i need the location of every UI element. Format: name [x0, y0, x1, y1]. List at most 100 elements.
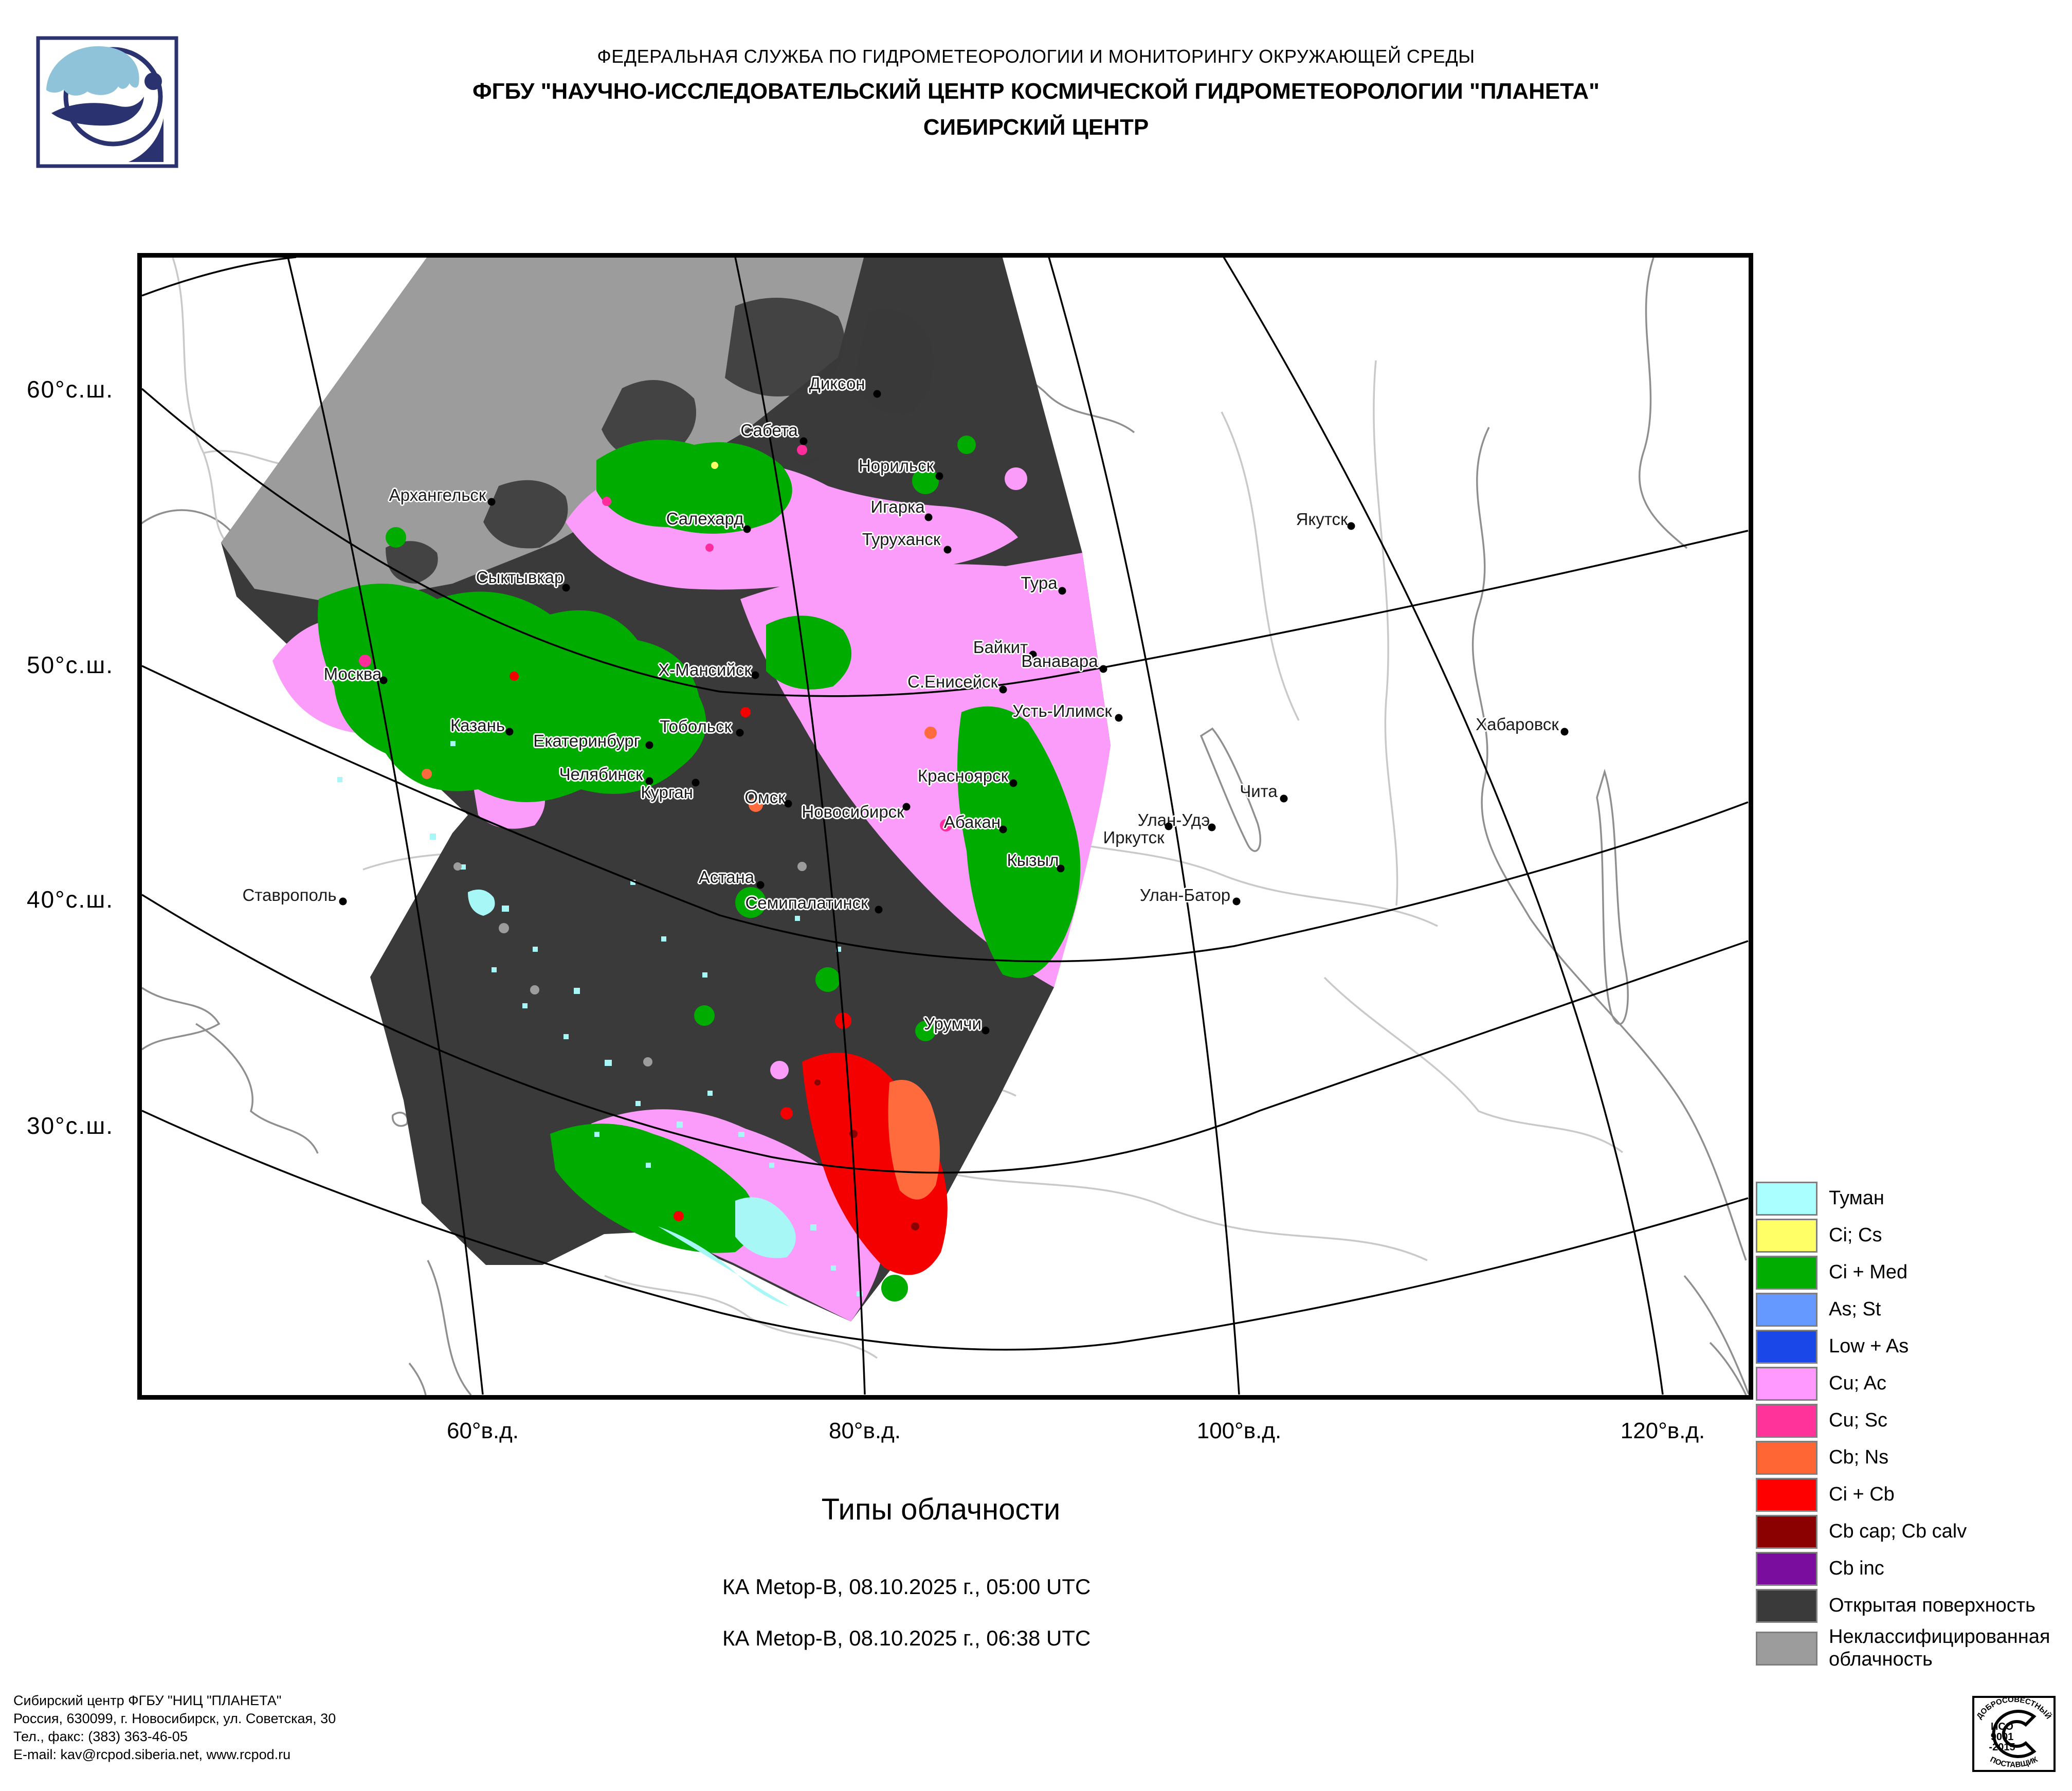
- gray-zone-texture: [386, 298, 933, 584]
- footer-email: E-mail: kav@rcpod.siberia.net, www.rcpod…: [13, 1747, 291, 1762]
- legend-label: Cb cap; Cb calv: [1829, 1521, 1967, 1543]
- header: ФЕДЕРАЛЬНАЯ СЛУЖБА ПО ГИДРОМЕТЕОРОЛОГИИ …: [0, 43, 2072, 144]
- legend-label: Cu; Sc: [1829, 1409, 1888, 1432]
- legend-label: Ci + Med: [1829, 1261, 1908, 1283]
- stamp-c-icon: [1992, 1710, 2037, 1758]
- city-dot: [935, 472, 943, 480]
- city-dot: [645, 777, 653, 785]
- map-frame: Диксон Сабета Норильск Архангельск Игарка Сал…: [137, 253, 1753, 1400]
- city-label: Иркутск: [1103, 828, 1165, 847]
- legend-row: Cb; Ns: [1756, 1441, 2061, 1475]
- legend-swatch: [1756, 1330, 1817, 1364]
- legend-row: Открытая поверхность: [1756, 1589, 2061, 1623]
- parallel-50: [142, 665, 1749, 963]
- city-dot: [924, 513, 933, 521]
- footer: Сибирский центр ФГБУ "НИЦ "ПЛАНЕТА" Росс…: [13, 1692, 336, 1764]
- lon-label-120: 120°в.д.: [1620, 1418, 1705, 1443]
- city-dot: [1347, 522, 1355, 530]
- meridian-60: [287, 258, 484, 1395]
- city-label: Москва: [323, 664, 382, 683]
- city-label: Сабета: [740, 421, 798, 440]
- city-dot: [1165, 822, 1173, 830]
- city-label: Х-Мансийск: [658, 660, 752, 679]
- corner-shape-icon: [129, 118, 163, 162]
- parallel-60: [142, 388, 1749, 697]
- legend-row: Cb cap; Cb calv: [1756, 1515, 2061, 1549]
- city-dot: [379, 676, 388, 684]
- city-dot: [505, 728, 514, 736]
- legend-label: Cb inc: [1829, 1558, 1884, 1580]
- wave-shape-icon: [51, 97, 144, 126]
- city-label: Тобольск: [660, 717, 732, 736]
- city-dot: [1115, 714, 1123, 722]
- gray-bits: [453, 862, 807, 1066]
- unclassified-region: [221, 258, 864, 604]
- meridian-100: [1048, 258, 1240, 1395]
- fog-patches: [337, 741, 863, 1307]
- legend-swatch: [1756, 1367, 1817, 1401]
- legend-row: Cu; Sc: [1756, 1404, 2061, 1438]
- city-dot: [875, 906, 883, 914]
- legend-label: As; St: [1829, 1298, 1881, 1320]
- lat-label-60: 60°с.ш.: [27, 376, 114, 403]
- city-label: Челябинск: [559, 765, 643, 784]
- lat-label-40: 40°с.ш.: [27, 886, 114, 913]
- satellite-pass-2: КА Metop-B, 08.10.2025 г., 06:38 UTC: [722, 1626, 1091, 1650]
- footer-org: Сибирский центр ФГБУ "НИЦ "ПЛАНЕТА": [13, 1693, 282, 1708]
- city-label: Якутск: [1296, 510, 1348, 529]
- legend-label: Открытая поверхность: [1829, 1595, 2035, 1617]
- city-label: Красноярск: [917, 766, 1009, 785]
- iso-stamp: ДОБРОСОВЕСТНЫЙ ИСО 9001 -2015 ПОСТАВЩИК: [1972, 1696, 2056, 1772]
- legend-label: Ci; Cs: [1829, 1224, 1882, 1246]
- city-label: Омск: [744, 788, 786, 807]
- city-label: Кызыл: [1007, 851, 1059, 870]
- city-dot: [1560, 728, 1569, 736]
- legend-swatch: [1756, 1182, 1817, 1216]
- legend-label: Неклассифицированная облачность: [1829, 1626, 2050, 1670]
- lat-label-50: 50°с.ш.: [27, 652, 114, 678]
- legend-swatch: [1756, 1515, 1817, 1549]
- ci-cs-cloud: [711, 462, 718, 469]
- city-label: Архангельск: [389, 485, 486, 504]
- header-center: СИБИРСКИЙ ЦЕНТР: [923, 114, 1149, 140]
- ci-med-clouds: [318, 436, 1081, 1301]
- city-dot: [487, 498, 496, 506]
- city-label: Урумчи: [924, 1014, 982, 1033]
- city-label: Семипалатинск: [745, 893, 868, 912]
- city-label: Абакан: [943, 812, 1001, 831]
- legend-row: Low + As: [1756, 1330, 2061, 1364]
- city-dot: [982, 1026, 990, 1035]
- city-label: Ванавара: [1021, 652, 1098, 671]
- city-dot: [1058, 587, 1066, 595]
- city-label: Тура: [1021, 573, 1058, 592]
- legend-row: Ci; Cs: [1756, 1219, 2061, 1253]
- lon-label-100: 100°в.д.: [1196, 1418, 1282, 1443]
- header-agency: ФЕДЕРАЛЬНАЯ СЛУЖБА ПО ГИДРОМЕТЕОРОЛОГИИ …: [597, 46, 1475, 67]
- city-label: Курган: [641, 783, 693, 802]
- legend-row: As; St: [1756, 1293, 2061, 1327]
- satellite-dot-icon: [144, 73, 162, 90]
- city-dot: [339, 897, 347, 906]
- city-dot: [736, 729, 744, 737]
- city-dot: [999, 825, 1007, 834]
- legend-label: Туман: [1829, 1187, 1884, 1209]
- lat-label-30: 30°с.ш.: [27, 1112, 114, 1139]
- legend-swatch: [1756, 1441, 1817, 1475]
- parallel-40: [142, 894, 1749, 1174]
- city-label: Хабаровск: [1476, 715, 1559, 734]
- city-dot: [1029, 650, 1037, 659]
- city-dot: [784, 800, 792, 808]
- cloud-shape-icon: [46, 46, 139, 96]
- legend-row: Ci + Cb: [1756, 1478, 2061, 1512]
- city-label: Чита: [1240, 782, 1278, 801]
- legend-swatch: [1756, 1293, 1817, 1327]
- cu-sc-clouds: [359, 445, 952, 831]
- legend-swatch: [1756, 1589, 1817, 1623]
- legend-swatch: [1756, 1219, 1817, 1253]
- legend-row: Неклассифицированная облачность: [1756, 1626, 2061, 1671]
- city-label: Норильск: [858, 456, 934, 475]
- legend-swatch: [1756, 1478, 1817, 1512]
- city-dot: [751, 671, 759, 679]
- city-dot: [1057, 864, 1065, 873]
- meridian-120: [1223, 258, 1664, 1395]
